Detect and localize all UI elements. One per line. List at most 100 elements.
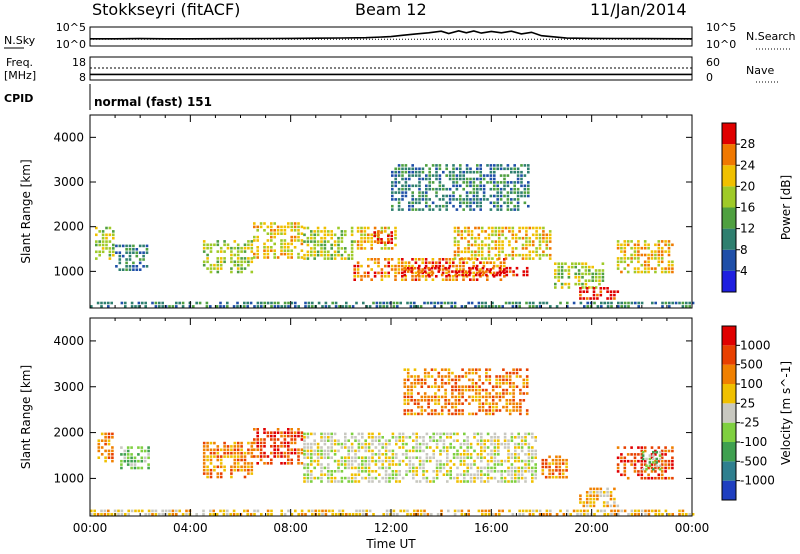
power-panel-cell [477, 233, 481, 237]
velocity-panel-cell [240, 441, 243, 445]
velocity-panel-cell [565, 475, 568, 479]
velocity-panel-cell [337, 439, 340, 442]
power-panel-cell [115, 251, 118, 254]
power-panel-cell [688, 301, 691, 305]
power-panel-cell [560, 272, 564, 276]
power-panel-cell [462, 174, 465, 177]
velocity-panel-cell [223, 441, 226, 445]
velocity-panel-cell [435, 439, 439, 442]
velocity-panel-cell [507, 473, 510, 476]
power-panel-cell [626, 243, 630, 247]
power-panel-cell [453, 305, 457, 308]
velocity-panel-cell [654, 463, 657, 466]
power-panel-cell [105, 236, 108, 240]
power-panel-cell [502, 270, 505, 273]
power-panel-cell [516, 177, 520, 181]
power-panel-cell [125, 258, 128, 261]
velocity-panel-cell [519, 412, 522, 416]
velocity-panel-cell [357, 439, 361, 442]
power-panel-cell [474, 243, 477, 247]
velocity-panel-cell [507, 453, 510, 456]
velocity-panel-cell [233, 458, 237, 462]
power-panel-cell [528, 301, 532, 305]
power-panel-cell [115, 244, 118, 248]
power-panel-cell [511, 301, 515, 305]
power-panel-cell [230, 253, 233, 257]
power-panel-cell [523, 174, 527, 177]
velocity-panel-cell [425, 456, 429, 459]
velocity-panel-cell [488, 395, 492, 399]
velocity-panel-cell [143, 456, 147, 460]
velocity-panel-cell [371, 476, 374, 480]
power-panel-cell [256, 249, 259, 252]
velocity-panel-cell [334, 513, 338, 516]
velocity-panel-cell [449, 446, 452, 449]
power-panel-cell [626, 270, 630, 274]
velocity-panel-cell [202, 448, 206, 452]
velocity-panel-cell [367, 456, 371, 459]
power-panel-cell [110, 301, 113, 305]
velocity-panel-cell [259, 455, 263, 458]
velocity-panel-cell [643, 470, 647, 473]
velocity-panel-cell [333, 470, 337, 473]
freq-right-tick-bottom: 0 [706, 71, 713, 84]
power-panel-cell [108, 226, 112, 230]
power-panel-cell [457, 247, 460, 250]
velocity-panel-cell [454, 375, 458, 378]
power-panel-cell [223, 250, 226, 253]
power-panel-cell [463, 250, 467, 254]
velocity-panel-cell [130, 453, 133, 456]
velocity-panel-cell [657, 476, 661, 480]
power-panel-cell [560, 269, 564, 272]
velocity-panel-cell [525, 385, 529, 388]
power-panel-cell [404, 191, 408, 194]
velocity-panel-cell [240, 455, 243, 458]
power-panel-colorbar-segment [722, 249, 736, 271]
power-panel-cell [327, 253, 330, 257]
power-panel-cell [209, 246, 213, 250]
power-panel-cell [445, 204, 448, 208]
power-panel-cell [112, 236, 115, 240]
velocity-panel-cell [498, 409, 502, 412]
power-panel-cell [132, 251, 135, 254]
velocity-panel-cell [534, 466, 537, 470]
power-panel-cell [501, 233, 504, 237]
power-panel-cell [373, 271, 377, 275]
velocity-panel-cell [354, 449, 357, 453]
velocity-panel-cell [640, 446, 644, 449]
power-panel-cell [640, 263, 644, 267]
velocity-panel-cell [273, 441, 276, 445]
power-panel-cell [510, 181, 513, 184]
velocity-panel-cell [473, 473, 476, 476]
velocity-panel-cell [367, 459, 371, 463]
power-panel-cell [142, 244, 145, 248]
velocity-panel-cell [449, 476, 452, 480]
power-panel-cell [637, 270, 640, 274]
velocity-panel-cell [643, 459, 647, 463]
velocity-panel-cell [423, 399, 427, 402]
velocity-panel-cell [592, 501, 596, 504]
power-panel-cell [161, 305, 164, 308]
power-panel-cell [273, 232, 276, 235]
velocity-panel-cell [480, 466, 483, 470]
power-panel-cell [293, 235, 297, 239]
power-panel-cell [391, 170, 394, 174]
power-panel-cell [247, 246, 250, 250]
velocity-panel-cell [437, 385, 441, 388]
power-panel-cell [532, 305, 535, 308]
velocity-panel-cell [469, 456, 473, 459]
velocity-panel-cell [344, 439, 347, 442]
velocity-panel-cell [418, 466, 422, 470]
velocity-panel-cell [515, 409, 519, 412]
velocity-panel-cell [544, 475, 548, 479]
power-panel-cell [470, 253, 474, 257]
velocity-panel-cell [430, 399, 434, 402]
velocity-panel-cell [446, 456, 449, 459]
power-panel-cell [154, 301, 158, 305]
power-panel-cell [514, 233, 518, 237]
power-panel-cell [219, 246, 223, 250]
power-panel-cell [441, 278, 445, 281]
velocity-panel-cell [209, 468, 213, 472]
velocity-panel-cell [654, 509, 657, 513]
velocity-panel-cell [650, 463, 654, 466]
